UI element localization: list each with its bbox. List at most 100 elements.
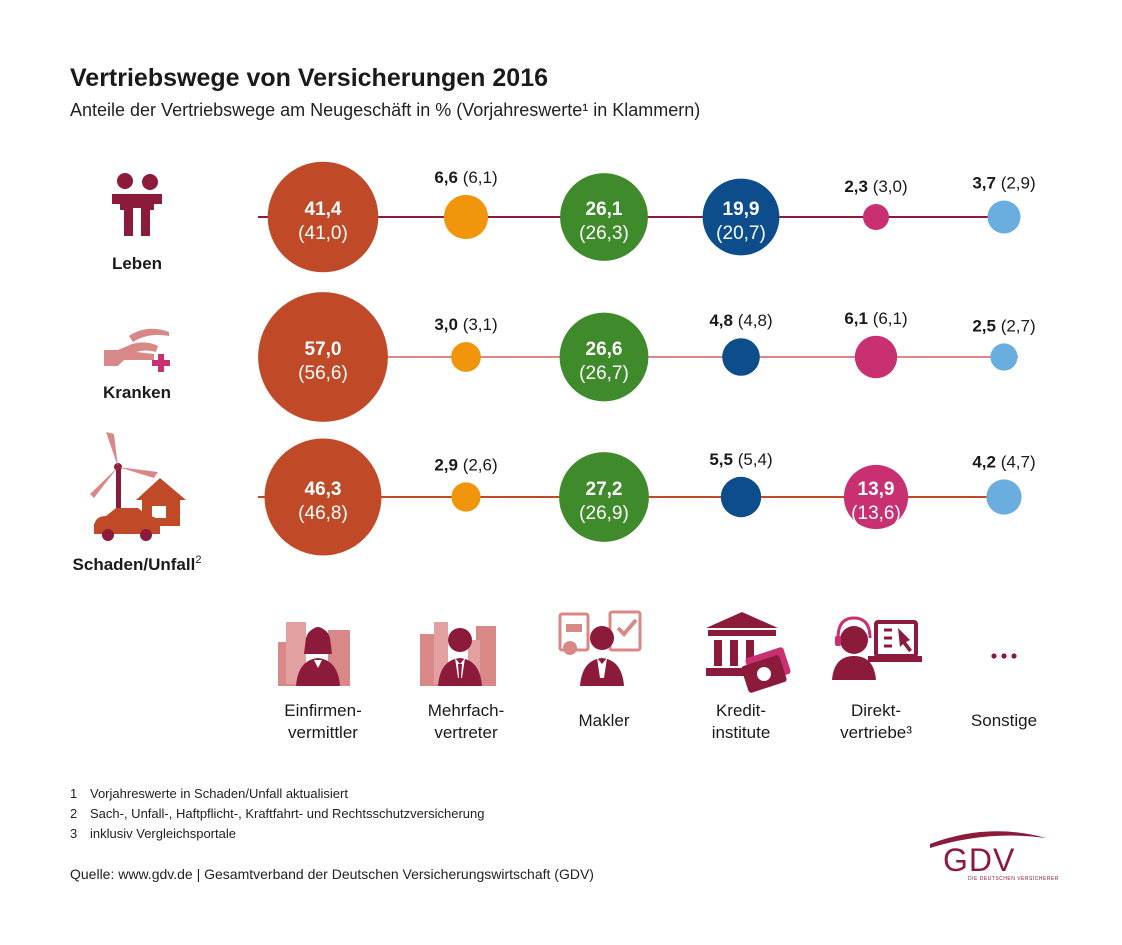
prev-value-label: (4,7) (996, 452, 1036, 471)
businessman-buildings-icon (420, 622, 496, 686)
category-label: vermittler (288, 723, 358, 742)
category-icons (278, 610, 922, 693)
prev-value-label: (3,1) (458, 315, 498, 334)
value-label: 4,2 (4,7) (972, 452, 1035, 471)
bank-money-icon (706, 612, 791, 693)
prev-value-label: (13,6) (851, 503, 901, 524)
ellipsis-dot (1001, 653, 1007, 659)
bubble (559, 312, 649, 402)
businesswoman-buildings-icon (278, 622, 350, 686)
ellipsis-icon (991, 653, 1017, 659)
ellipsis-dot (1011, 653, 1017, 659)
row-label: Schaden/Unfall2 (73, 554, 202, 574)
bubble (702, 178, 780, 256)
prev-value-label: (26,3) (579, 223, 629, 244)
bubble (720, 476, 762, 518)
prev-value-label: (6,1) (868, 309, 908, 328)
footnote-number: 3 (70, 826, 78, 841)
value-label: 26,1 (586, 199, 623, 220)
value-label: 57,0 (305, 339, 342, 360)
logo-text: GDV (943, 842, 1016, 878)
value-label: 2,5 (2,7) (972, 316, 1035, 335)
footnote-text: Sach-, Unfall-, Haftpflicht-, Kraftfahrt… (90, 806, 485, 821)
prev-value-label: (20,7) (716, 223, 766, 244)
value-label: 26,6 (586, 339, 623, 360)
bubble (451, 342, 481, 372)
prev-value-label: (4,8) (733, 311, 773, 330)
bubble (843, 464, 909, 530)
chart-title: Vertriebswege von Versicherungen 2016 (70, 64, 549, 92)
logo-subtext: DIE DEUTSCHEN VERSICHERER (968, 876, 1059, 882)
bubble (258, 292, 388, 422)
chart-rows: Leben 41,4 (41,0) 6,6 (6,1) 26,1 (26,3) 19,9 (2… (73, 161, 1036, 574)
broker-documents-icon (558, 610, 642, 686)
category-label: Sonstige (971, 711, 1037, 730)
value-label: 27,2 (586, 479, 623, 500)
prev-value-label: (2,6) (458, 455, 498, 474)
prev-value-label: (6,1) (458, 168, 498, 187)
chart-row-leben: Leben 41,4 (41,0) 6,6 (6,1) 26,1 (26,3) 19,9 (2… (112, 161, 1036, 273)
chart-subtitle: Anteile der Vertriebswege am Neugeschäft… (70, 100, 701, 120)
value-label: 4,8 (4,8) (709, 311, 772, 330)
value-label: 13,9 (858, 479, 895, 500)
family-icon (112, 173, 162, 236)
bubble (987, 200, 1021, 234)
footnote-number: 1 (70, 786, 78, 801)
row-label: Kranken (103, 383, 171, 402)
footnote-text: inklusiv Vergleichsportale (90, 826, 236, 841)
chart-row-kranken: Kranken 57,0 (56,6) 3,0 (3,1) 26,6 (26,7) 4,8 … (103, 292, 1036, 422)
value-label: 5,5 (5,4) (709, 450, 772, 469)
category-label: Mehrfach- (428, 701, 505, 720)
chart-row-schaden-unfall: Schaden/Unfall2 46,3 (46,8) 2,9 (2,6) 27,2 (2… (73, 438, 1036, 574)
prev-value-label: (56,6) (298, 363, 348, 384)
row-label: Leben (112, 254, 162, 273)
prev-value-label: (2,9) (996, 173, 1036, 192)
category-label: vertriebe³ (840, 723, 912, 742)
category-label: institute (712, 723, 771, 742)
bubble (722, 338, 760, 376)
bubble (854, 335, 898, 379)
value-label: 41,4 (305, 199, 342, 220)
footnote: 1 Vorjahreswerte in Schaden/Unfall aktual… (70, 784, 485, 804)
source-note: Quelle: www.gdv.de | Gesamtverband der D… (70, 866, 594, 882)
bubble (560, 173, 648, 261)
footnote: 3 inklusiv Vergleichsportale (70, 824, 485, 844)
category-label: Einfirmen- (284, 701, 361, 720)
bubble (559, 452, 649, 542)
bubble (264, 438, 382, 556)
windmill-house-car-icon (90, 432, 186, 541)
value-label: 6,6 (6,1) (434, 168, 497, 187)
bubble (267, 161, 379, 273)
value-label: 3,0 (3,1) (434, 315, 497, 334)
hand-health-icon (104, 328, 170, 372)
headset-agent-icon (832, 616, 922, 680)
bubble (990, 343, 1018, 371)
footnote-number: 2 (70, 806, 78, 821)
footnote-text: Vorjahreswerte in Schaden/Unfall aktuali… (90, 786, 348, 801)
bubble (451, 482, 481, 512)
category-label: Kredit- (716, 701, 766, 720)
bubble-chart: Leben 41,4 (41,0) 6,6 (6,1) 26,1 (26,3) 19,9 (2… (73, 161, 1037, 742)
prev-value-label: (26,9) (579, 503, 629, 524)
value-label: 2,9 (2,6) (434, 455, 497, 474)
prev-value-label: (5,4) (733, 450, 773, 469)
category-label: Makler (578, 711, 629, 730)
bubble (986, 479, 1022, 515)
prev-value-label: (46,8) (298, 503, 348, 524)
prev-value-label: (41,0) (298, 223, 348, 244)
gdv-logo (930, 831, 1046, 848)
value-label: 3,7 (2,9) (972, 173, 1035, 192)
footnote: 2 Sach-, Unfall-, Haftpflicht-, Kraftfahr… (70, 804, 485, 824)
prev-value-label: (3,0) (868, 177, 908, 196)
prev-value-label: (26,7) (579, 363, 629, 384)
row-icons (90, 173, 186, 541)
prev-value-label: (2,7) (996, 316, 1036, 335)
value-label: 19,9 (723, 199, 760, 220)
value-label: 6,1 (6,1) (844, 309, 907, 328)
category-label: vertreter (434, 723, 498, 742)
bubble (443, 194, 489, 240)
category-label: Direkt- (851, 701, 901, 720)
bubble (863, 204, 889, 230)
value-label: 46,3 (305, 479, 342, 500)
footnotes: 1 Vorjahreswerte in Schaden/Unfall aktual… (70, 784, 485, 844)
